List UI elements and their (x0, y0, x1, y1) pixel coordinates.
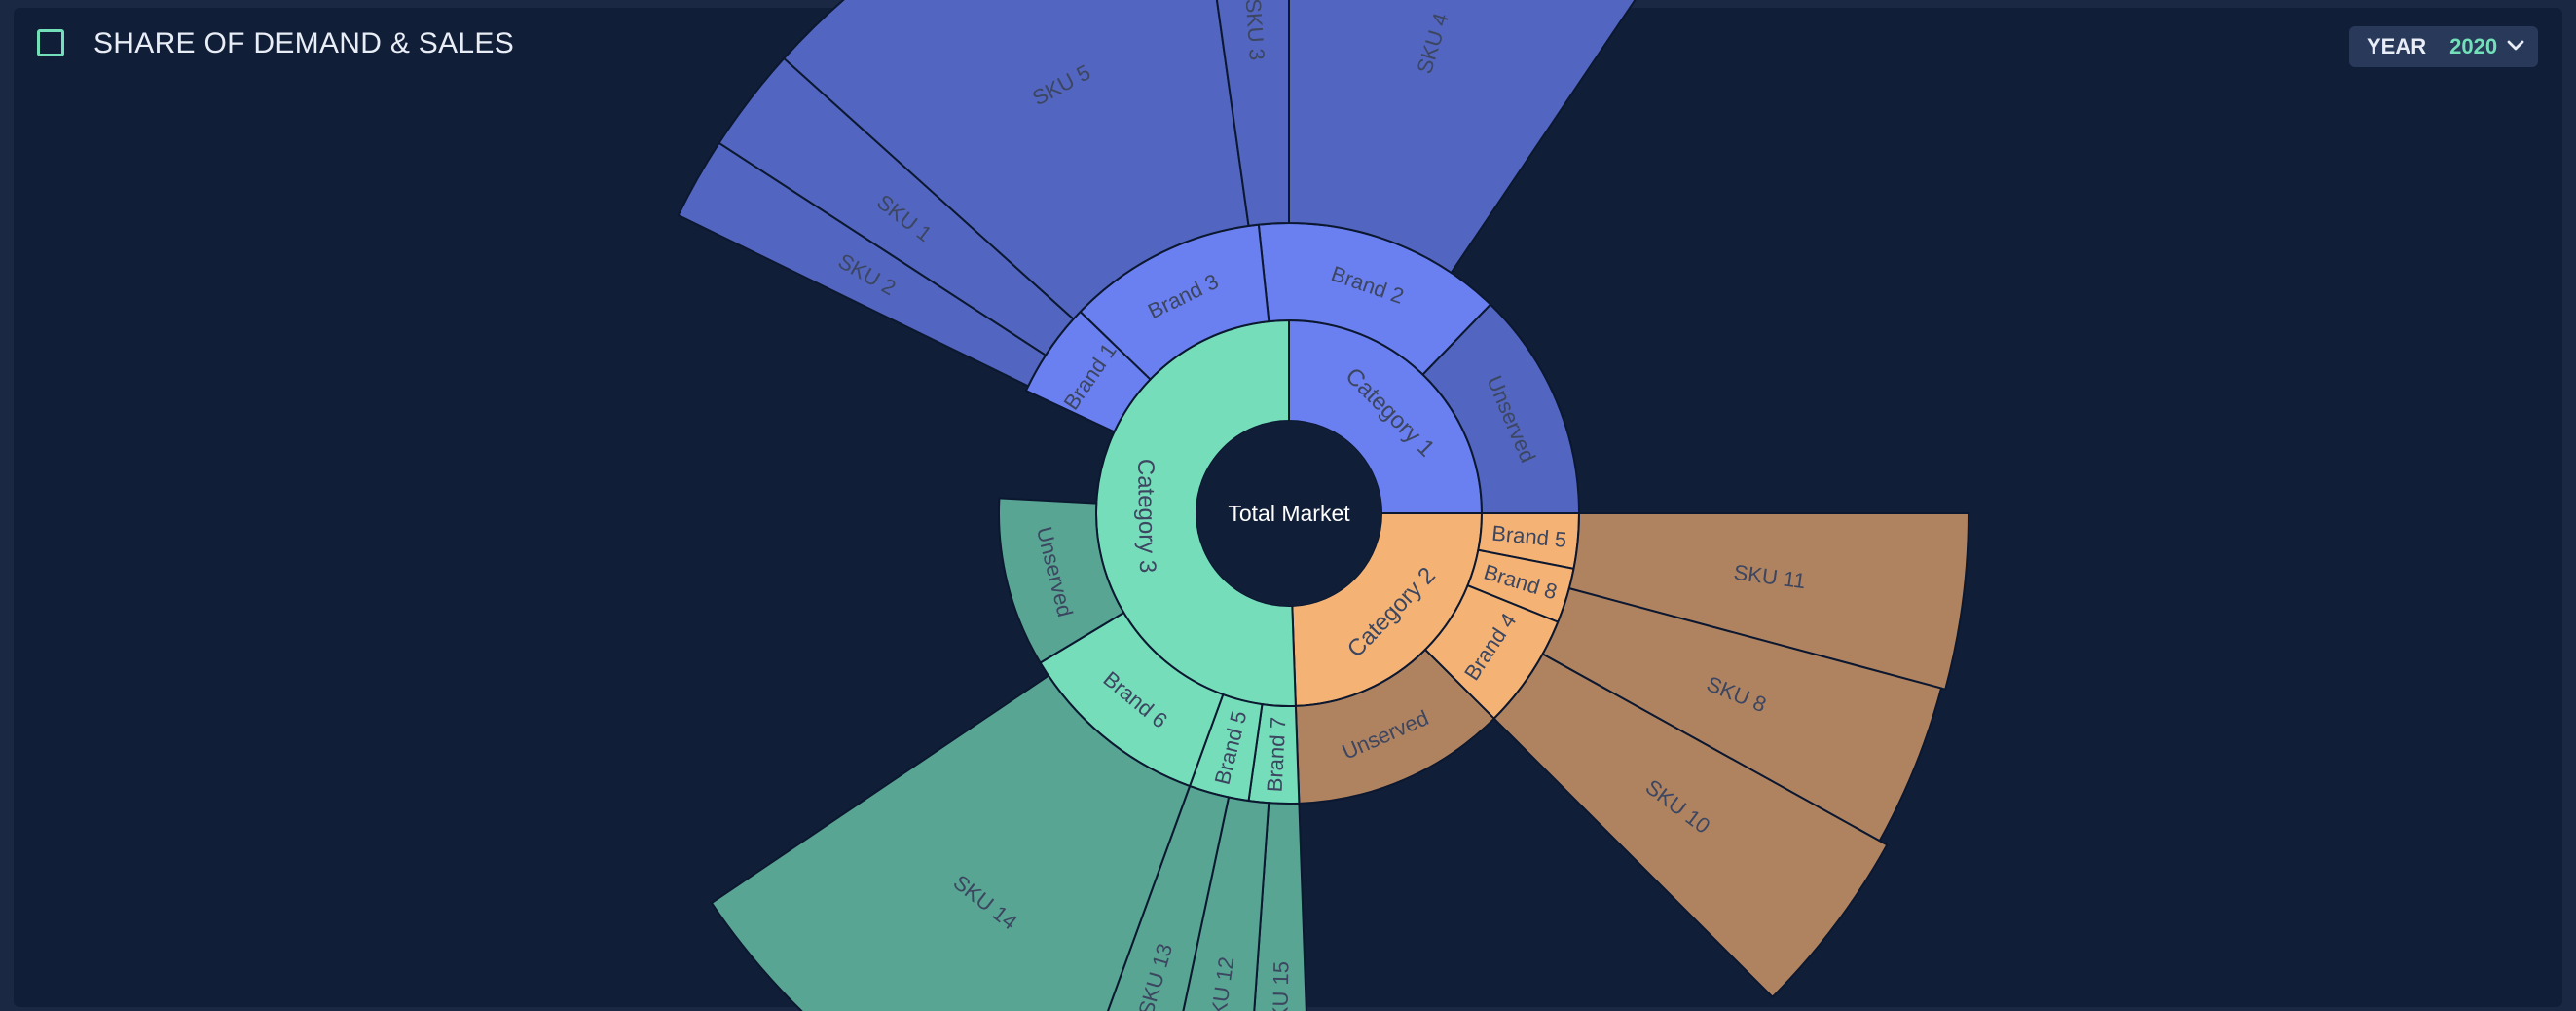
label-sku-15-r2-4: SKU 15 (1268, 961, 1293, 1011)
checkbox-icon[interactable] (37, 29, 64, 56)
segment-sku-10-r2-3[interactable] (1492, 653, 1889, 999)
segment-sku-3-r2-11[interactable] (1195, 0, 1290, 228)
page-title: SHARE OF DEMAND & SALES (93, 27, 514, 59)
year-dropdown-label: YEAR (2367, 34, 2427, 58)
segment-sku-5-r2-10[interactable] (782, 0, 1250, 321)
label-category-3-r0-2: Category 3 (1132, 459, 1160, 574)
center-label: Total Market (1228, 501, 1350, 526)
segment-sku-4-r2-0[interactable] (1288, 0, 1676, 275)
year-dropdown-value: 2020 (2449, 34, 2498, 58)
label-sku-3-r2-11: SKU 3 (1241, 0, 1270, 61)
sunburst-center[interactable] (1196, 421, 1381, 606)
segment-sku-14-r2-7[interactable] (710, 674, 1192, 1011)
chevron-down-icon (2507, 40, 2524, 51)
label-brand-7-r1-6: Brand 7 (1263, 717, 1291, 793)
segment-sku-11-r2-1[interactable] (1567, 512, 1970, 691)
segment-unserved-r1-9[interactable] (998, 497, 1125, 664)
year-dropdown[interactable]: YEAR 2020 (2349, 26, 2538, 67)
